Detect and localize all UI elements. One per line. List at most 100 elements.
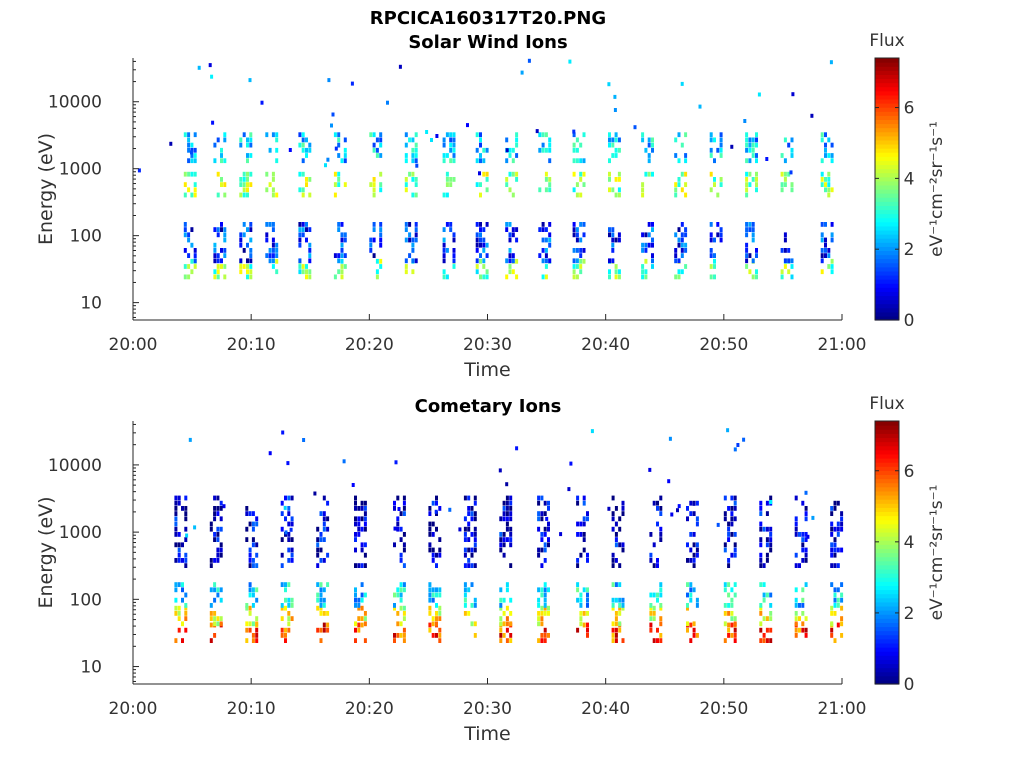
flux-cell [656,638,659,643]
flux-cell [505,495,509,501]
flux-cell [692,532,696,537]
colorbar-segment [875,213,899,219]
flux-cell [213,248,217,253]
flux-cell [280,603,284,608]
flux-cell [193,147,197,153]
flux-cell [576,582,580,587]
flux-cell [659,633,663,638]
flux-cell [396,526,400,532]
flux-cell [187,232,191,238]
flux-cell [393,603,396,608]
flux-cell [322,622,326,628]
flux-cell [824,242,827,248]
flux-cell [505,605,509,611]
flux-cell [245,627,249,633]
flux-cell [674,248,678,253]
flux-cell [762,616,766,621]
flux-cell [804,547,808,553]
flux-cell [399,537,403,542]
flux-cell [608,187,611,193]
flux-cell [736,443,740,447]
colorbar-segment [875,184,899,190]
flux-cell [794,616,798,621]
flux-cell [827,171,831,177]
flux-cell [301,269,305,275]
flux-cell [275,158,279,164]
flux-cell [255,552,259,558]
flux-cell [608,177,611,182]
flux-cell [184,627,188,633]
flux-cell [713,137,716,143]
flux-cell [765,558,769,563]
flux-cell [582,516,586,522]
flux-cell [337,142,341,148]
flux-cell [733,638,737,643]
flux-cell [582,537,586,542]
flux-cell [301,132,305,138]
colorbar-segment [875,610,899,615]
flux-cell [363,521,367,527]
flux-cell [656,563,659,568]
flux-cell [435,500,438,506]
flux-cell [216,526,220,532]
flux-cell [337,269,341,275]
flux-cell [537,587,541,593]
flux-cell [396,587,400,593]
colorbar-segment [875,66,899,71]
flux-cell [209,526,213,532]
flux-cell [582,258,586,264]
flux-cell [559,532,563,537]
flux-cell [414,227,418,232]
flux-cell [733,621,737,627]
flux-cell [251,558,255,563]
flux-cell [438,587,442,593]
flux-cell [798,532,801,537]
flux-cell [396,592,400,598]
flux-cell [239,258,243,264]
flux-cell [730,532,734,537]
flux-cell [780,187,784,193]
flux-cell [540,592,544,598]
flux-cell [794,611,798,616]
flux-cell [730,552,734,558]
flux-cell [354,532,357,537]
flux-cell [608,137,611,143]
flux-cell [614,627,618,633]
colorbar-segment [875,205,899,211]
flux-cell [611,558,615,563]
flux-cell [363,506,367,511]
flux-cell [582,587,586,593]
flux-cell [755,269,758,275]
flux-cell [611,605,615,611]
flux-cell [751,232,755,238]
flux-cell [547,633,550,638]
flux-cell [284,516,287,522]
flux-cell [748,222,752,227]
flux-cell [322,516,326,522]
flux-cell [733,616,737,621]
flux-cell [641,182,645,187]
colorbar-frame [874,57,900,321]
flux-cell [305,147,308,153]
colorbar-segment [875,490,899,496]
flux-cell [354,597,357,603]
flux-cell [449,182,453,187]
flux-cell [783,237,787,243]
flux-cell [614,582,618,587]
flux-cell [709,274,713,280]
flux-cell [319,558,323,563]
colorbar-segment [875,119,899,125]
colorbar-segment [875,283,899,288]
flux-cell [322,558,326,563]
flux-cell [431,621,435,627]
flux-cell [286,461,290,466]
flux-cell [547,521,550,527]
flux-cell [617,171,621,177]
flux-cell [319,638,323,643]
flux-cell [543,582,547,587]
flux-cell [333,192,337,198]
flux-cell [607,506,611,511]
flux-cell [287,511,291,516]
flux-cell [216,274,220,280]
flux-cell [220,147,223,153]
